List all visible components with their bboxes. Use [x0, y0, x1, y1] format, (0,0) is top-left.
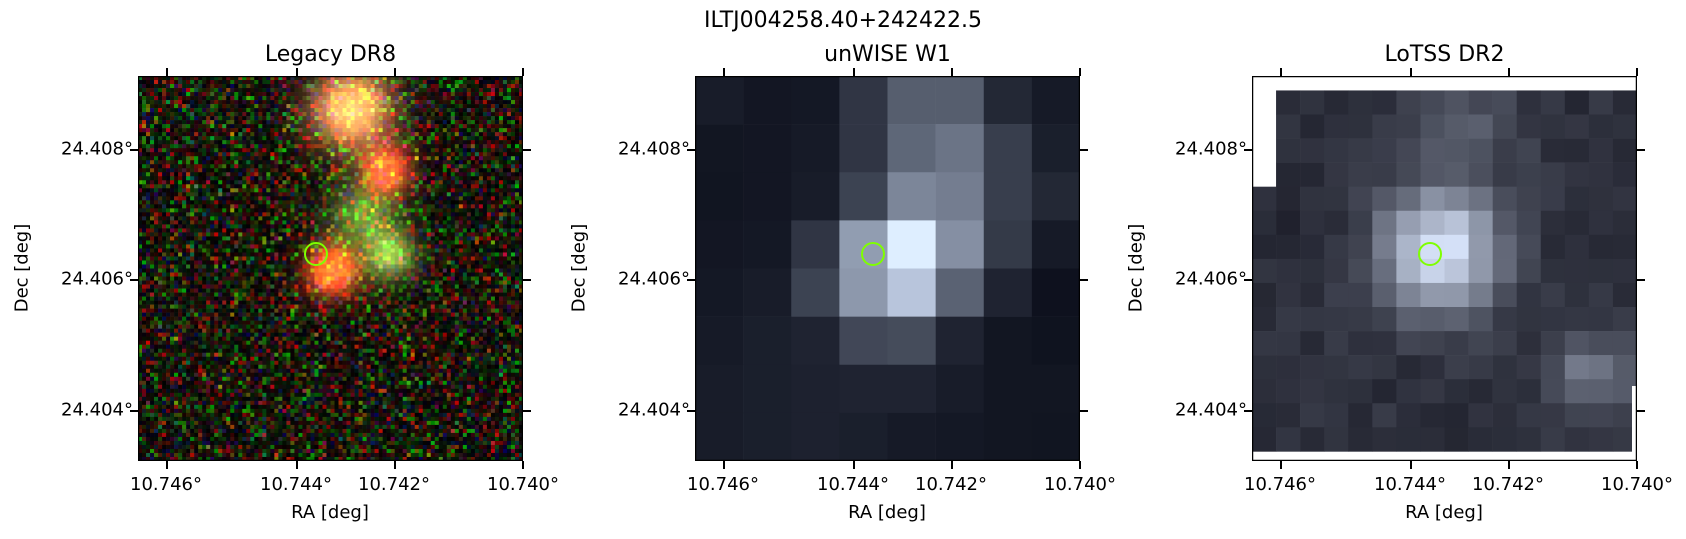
y-tick: [687, 410, 695, 412]
y-axis-label: Dec [deg]: [568, 223, 590, 313]
panel-legacy-dr8: Legacy DR8 Dec [deg] RA [deg] 24.408° 24…: [0, 0, 560, 539]
y-tick: [523, 279, 531, 281]
x-tick-label: 10.744°: [260, 474, 332, 495]
y-tick-label: 24.406°: [61, 268, 133, 290]
y-tick: [130, 149, 138, 151]
x-tick: [296, 461, 298, 469]
y-tick: [1244, 149, 1252, 151]
x-tick: [1636, 68, 1638, 76]
y-tick: [1080, 149, 1088, 151]
x-tick: [1410, 68, 1412, 76]
y-tick-label: 24.404°: [61, 399, 133, 421]
x-tick: [166, 461, 168, 469]
x-tick: [522, 68, 524, 76]
y-tick-label: 24.404°: [1175, 399, 1247, 421]
y-tick: [1244, 410, 1252, 412]
x-tick-label: 10.746°: [687, 474, 759, 495]
y-tick-label: 24.408°: [618, 138, 690, 160]
x-tick-label: 10.742°: [915, 474, 987, 495]
x-tick: [1508, 68, 1510, 76]
x-axis-label: RA [deg]: [291, 502, 369, 523]
x-tick: [166, 68, 168, 76]
x-tick-label: 10.746°: [130, 474, 202, 495]
source-position-marker: [861, 242, 885, 266]
x-tick: [1079, 461, 1081, 469]
y-tick-label: 24.408°: [61, 138, 133, 160]
y-tick: [1637, 279, 1645, 281]
source-position-marker: [304, 242, 328, 266]
y-axis-label: Dec [deg]: [1125, 223, 1147, 313]
x-tick: [1410, 461, 1412, 469]
x-tick: [951, 68, 953, 76]
x-tick: [723, 461, 725, 469]
figure-title: ILTJ004258.40+242422.5: [703, 8, 983, 33]
x-tick: [296, 68, 298, 76]
x-tick-label: 10.742°: [1472, 474, 1544, 495]
x-tick: [1280, 461, 1282, 469]
x-tick: [394, 461, 396, 469]
x-tick-label: 10.740°: [487, 474, 559, 495]
y-tick: [130, 410, 138, 412]
y-tick: [1637, 149, 1645, 151]
y-tick-label: 24.406°: [1175, 268, 1247, 290]
x-tick: [853, 461, 855, 469]
x-tick-label: 10.744°: [817, 474, 889, 495]
x-tick: [522, 461, 524, 469]
x-tick-label: 10.740°: [1044, 474, 1116, 495]
x-tick: [1079, 68, 1081, 76]
x-axis-label: RA [deg]: [1405, 502, 1483, 523]
y-tick: [523, 149, 531, 151]
x-tick: [951, 461, 953, 469]
panel-lotss-dr2: LoTSS DR2 Dec [deg] RA [deg] 24.408° 24.…: [1118, 0, 1686, 539]
panel-title: Legacy DR8: [264, 42, 397, 67]
x-axis-label: RA [deg]: [848, 502, 926, 523]
y-tick: [1080, 279, 1088, 281]
y-tick-label: 24.406°: [618, 268, 690, 290]
y-tick: [1637, 410, 1645, 412]
x-tick: [723, 68, 725, 76]
panel-unwise-w1: unWISE W1 Dec [deg] RA [deg] 24.408° 24.…: [560, 0, 1120, 539]
y-tick: [523, 410, 531, 412]
y-tick: [130, 279, 138, 281]
x-tick: [1508, 461, 1510, 469]
y-tick-label: 24.404°: [618, 399, 690, 421]
y-tick: [1244, 279, 1252, 281]
panel-title: LoTSS DR2: [1384, 42, 1505, 67]
unwise-image: [695, 76, 1080, 461]
y-tick: [687, 279, 695, 281]
x-tick: [394, 68, 396, 76]
x-tick: [1636, 461, 1638, 469]
x-tick-label: 10.746°: [1244, 474, 1316, 495]
x-tick-label: 10.740°: [1601, 474, 1673, 495]
x-tick-label: 10.742°: [358, 474, 430, 495]
y-tick: [687, 149, 695, 151]
x-tick: [1280, 68, 1282, 76]
panel-title: unWISE W1: [824, 42, 951, 67]
y-tick: [1080, 410, 1088, 412]
x-tick-label: 10.744°: [1374, 474, 1446, 495]
legacy-image: [138, 76, 523, 461]
y-tick-label: 24.408°: [1175, 138, 1247, 160]
x-tick: [853, 68, 855, 76]
lotss-image: [1252, 76, 1637, 461]
y-axis-label: Dec [deg]: [11, 223, 33, 313]
source-position-marker: [1418, 242, 1442, 266]
